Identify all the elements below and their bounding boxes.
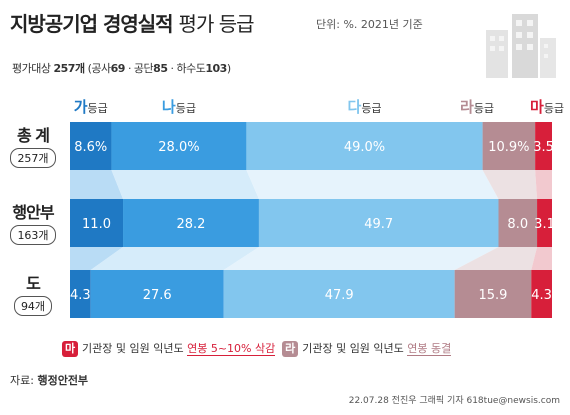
data-label-grade-3-row-2: 49.7 [364, 217, 393, 232]
connector-2-row-2 [90, 247, 259, 270]
bar-segment-grade-5-row-3 [531, 270, 552, 318]
title-main: 지방공기업 경영실적 [10, 12, 174, 36]
evaluation-summary: 평가대상 257개 (공사69 · 공단85 · 하수도103) [12, 60, 231, 76]
grade-header-suffix: 등급 [361, 102, 382, 115]
data-label-grade-1-row-3: 4.3 [70, 288, 91, 303]
row-name: 도 [26, 274, 41, 293]
legend-ma-text: 기관장 및 임원 익년도 [82, 342, 184, 355]
data-label-grade-2-row-2: 28.2 [177, 217, 206, 232]
data-label-grade-5-row-2: 3.1 [534, 217, 555, 232]
legend: 마 기관장 및 임원 익년도 연봉 5~10% 삭감 라 기관장 및 임원 익년도 … [62, 340, 452, 357]
row-count-badge: 94개 [13, 296, 53, 316]
bar-segment-grade-2-row-2 [123, 199, 259, 247]
bars-svg: 8.6% 28.0% 49.0% 10.9% 3.5 11.0 28.2 49.7 8.0 3.1… [70, 122, 555, 318]
connector-3-row-1 [246, 170, 499, 199]
grade-header-3: 다등급 [348, 96, 382, 117]
grade-header-letter: 마 [530, 98, 544, 116]
grade-header-5: 마등급 [530, 96, 564, 117]
bar-segment-grade-3-row-2 [258, 199, 499, 247]
title-sub: 평가 등급 [178, 12, 255, 36]
grade-header-letter: 나 [161, 98, 176, 116]
legend-ra-badge: 라 [282, 341, 299, 357]
grade-header-4: 라등급 [460, 96, 494, 117]
connector-4-row-1 [482, 170, 538, 199]
buildings-icon [486, 14, 556, 78]
data-label-grade-5-row-1: 3.5 [533, 140, 554, 155]
eval-gongdan: 85 [153, 62, 168, 75]
bar-segment-grade-4-row-1 [482, 122, 536, 170]
row-name: 행안부 [12, 203, 54, 222]
connector-4-row-2 [454, 247, 538, 270]
legend-ra-text: 기관장 및 임원 익년도 [302, 342, 404, 355]
row-count-badge: 163개 [10, 225, 56, 245]
eval-close: ) [226, 62, 231, 75]
bar-segment-grade-3-row-1 [246, 122, 483, 170]
legend-ma-highlight: 연봉 5~10% 삭감 [187, 342, 276, 356]
grade-header-suffix: 등급 [87, 102, 108, 115]
data-label-grade-4-row-1: 10.9% [488, 140, 529, 155]
data-label-grade-1-row-1: 8.6% [74, 140, 107, 155]
bar-segment-grade-1-row-1 [70, 122, 112, 170]
data-label-grade-3-row-1: 49.0% [344, 140, 385, 155]
bar-segment-grade-4-row-3 [454, 270, 532, 318]
bar-segment-grade-4-row-2 [498, 199, 538, 247]
grade-header-letter: 라 [460, 98, 474, 116]
legend-ra-highlight: 연봉 동결 [407, 342, 452, 356]
credit-line: 22.07.28 전진우 그래픽 기자 618tue@newsis.com [348, 396, 560, 406]
eval-label: 평가대상 [12, 62, 51, 75]
bar-segment-grade-5-row-1 [535, 122, 552, 170]
eval-hasudo: 103 [205, 62, 227, 75]
chart-title: 지방공기업 경영실적 평가 등급 [10, 8, 255, 37]
legend-ma-badge: 마 [62, 341, 78, 357]
data-label-grade-5-row-3: 4.3 [531, 288, 552, 303]
source-name: 행정안전부 [37, 374, 89, 387]
grade-header-letter: 가 [73, 98, 88, 116]
data-label-grade-2-row-3: 27.6 [143, 288, 172, 303]
connector-3-row-2 [223, 247, 499, 270]
grade-header-1: 가등급 [74, 96, 108, 117]
connector-1-row-1 [70, 170, 124, 199]
row-name: 총 계 [16, 126, 50, 145]
connector-1-row-2 [70, 247, 124, 270]
row-count-badge: 257개 [10, 148, 56, 168]
data-label-grade-2-row-1: 28.0% [158, 140, 199, 155]
eval-total: 257개 [53, 62, 85, 75]
bar-segment-grade-3-row-3 [223, 270, 455, 318]
stacked-bar-chart: 8.6% 28.0% 49.0% 10.9% 3.5 11.0 28.2 49.7 8.0 3.1… [0, 92, 570, 342]
data-label-grade-4-row-3: 15.9 [478, 288, 507, 303]
bar-segment-grade-2-row-3 [90, 270, 224, 318]
grade-header-2: 나등급 [162, 96, 196, 117]
bar-segment-grade-5-row-2 [537, 199, 552, 247]
connector-5-row-1 [535, 170, 552, 199]
unit-note: 단위: %. 2021년 기준 [316, 18, 423, 31]
grade-header-suffix: 등급 [543, 102, 565, 115]
eval-sep1: · 공단 [127, 62, 154, 75]
eval-gongsa: 69 [110, 62, 126, 75]
row-label-1: 총 계 257개 [0, 122, 66, 168]
eval-sep2: · 하수도 [170, 62, 206, 75]
row-label-3: 도 94개 [0, 270, 66, 316]
data-label-grade-1-row-2: 11.0 [82, 217, 111, 232]
row-label-2: 행안부 163개 [0, 199, 66, 245]
data-label-grade-3-row-3: 47.9 [325, 288, 354, 303]
bar-segment-grade-2-row-1 [111, 122, 247, 170]
source-note: 자료: 행정안전부 [10, 372, 88, 388]
source-label: 자료: [10, 374, 34, 387]
data-label-grade-4-row-2: 8.0 [507, 217, 528, 232]
connector-2-row-1 [111, 170, 259, 199]
eval-open: (공사 [87, 62, 112, 75]
grade-header-suffix: 등급 [473, 102, 495, 115]
grade-header-suffix: 등급 [175, 102, 196, 115]
grade-header-letter: 다 [347, 98, 362, 116]
bar-segment-grade-1-row-2 [70, 199, 124, 247]
bar-segment-grade-1-row-3 [70, 270, 91, 318]
connector-5-row-2 [531, 247, 552, 270]
